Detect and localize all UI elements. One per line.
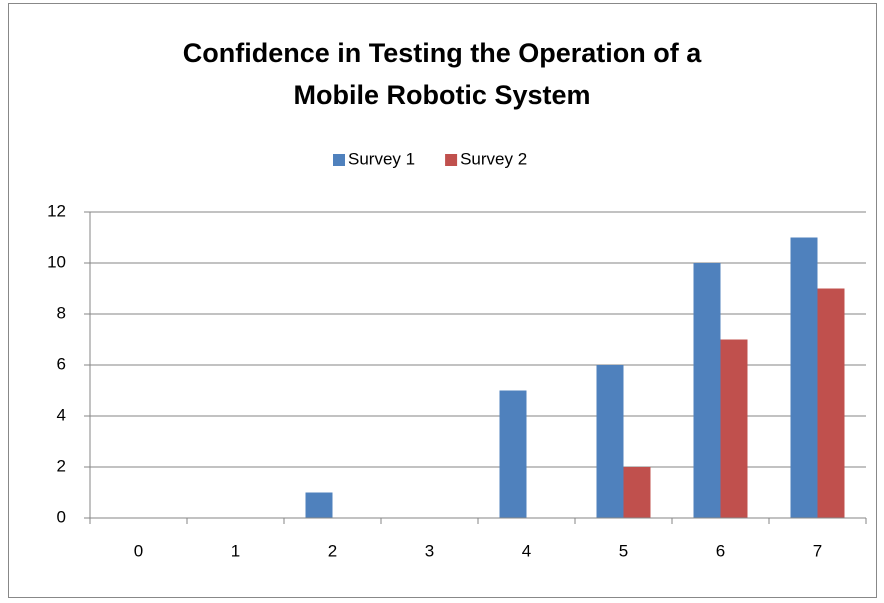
- bar: [305, 492, 333, 518]
- y-tick-label: 8: [57, 303, 66, 322]
- y-tick-label: 4: [57, 405, 66, 424]
- x-tick-label: 3: [425, 541, 434, 560]
- x-tick-label: 5: [619, 541, 628, 560]
- bar: [499, 390, 527, 518]
- x-tick-label: 7: [813, 541, 822, 560]
- x-tick-label: 2: [328, 541, 337, 560]
- bar: [693, 263, 721, 518]
- y-tick-label: 6: [57, 354, 66, 373]
- bar: [817, 288, 845, 518]
- x-tick-label: 6: [716, 541, 725, 560]
- chart-title: Mobile Robotic System: [293, 80, 590, 110]
- x-tick-label: 1: [231, 541, 240, 560]
- bar: [790, 237, 818, 518]
- legend-label: Survey 1: [348, 149, 415, 168]
- x-tick-label: 4: [522, 541, 531, 560]
- legend-swatch: [445, 154, 458, 166]
- chart-title: Confidence in Testing the Operation of a: [183, 38, 703, 68]
- y-tick-label: 12: [47, 201, 66, 220]
- x-tick-label: 0: [134, 541, 143, 560]
- y-tick-label: 0: [57, 507, 66, 526]
- legend-swatch: [333, 154, 345, 166]
- legend-label: Survey 2: [460, 149, 527, 168]
- bar: [720, 339, 748, 518]
- bar: [623, 467, 651, 518]
- y-tick-label: 10: [47, 252, 66, 271]
- y-tick-label: 2: [57, 456, 66, 475]
- bar: [596, 365, 624, 518]
